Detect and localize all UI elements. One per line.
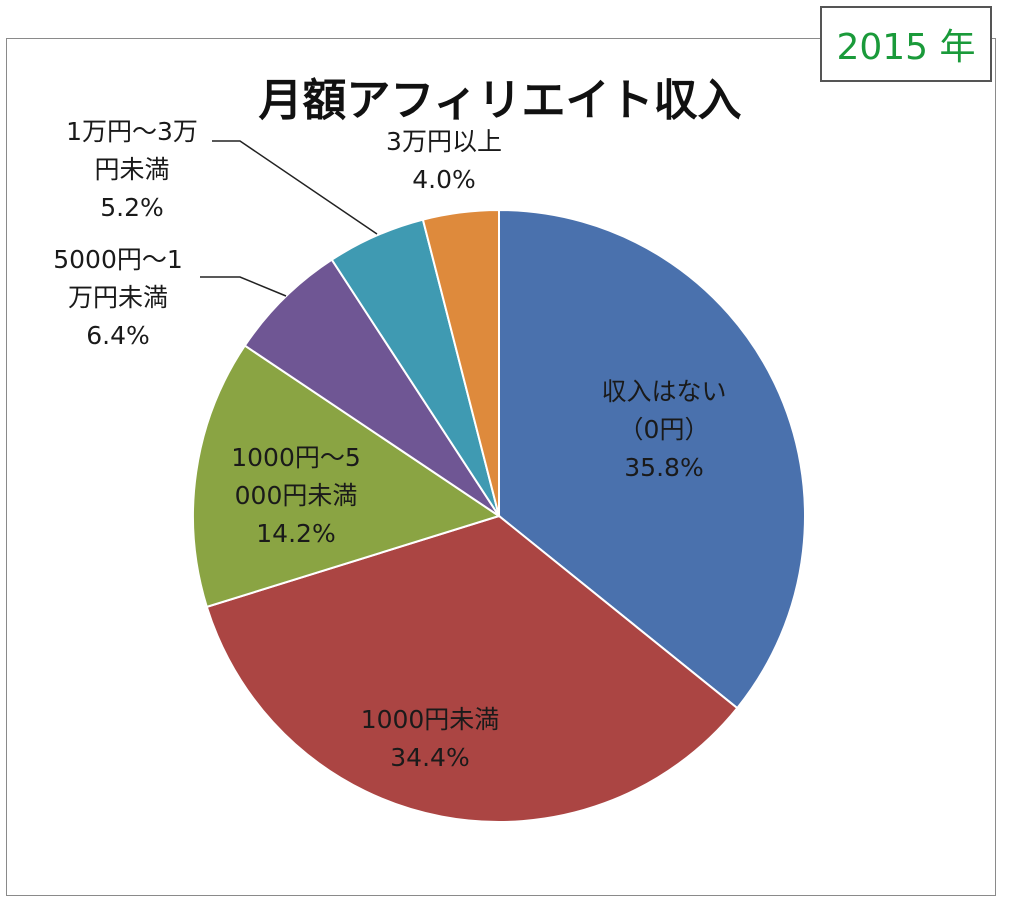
slice-value-label: 34.4%: [390, 743, 469, 772]
pie-slice: [498, 208, 806, 710]
slice-label: 1000円未満 34.4%: [361, 705, 500, 772]
pie-slice: [205, 514, 739, 823]
slice-label: 1万円～3万円未満 5.2%: [66, 117, 198, 222]
slice-name-label: 000円未満: [235, 481, 358, 510]
pie-slice: [243, 258, 500, 517]
slice-name-label: 1万円～3万: [66, 117, 198, 146]
slice-name-label: 3万円以上: [386, 127, 502, 156]
chart-title: 月額アフィリエイト収入: [258, 75, 742, 126]
slice-value-label: 5.2%: [100, 193, 164, 222]
slice-label: 収入はない （0円） 35.8%: [601, 377, 726, 482]
slice-label: 3万円以上 4.0%: [386, 127, 502, 194]
slice-value-label: 6.4%: [86, 321, 150, 350]
leader-line: [212, 140, 378, 235]
slice-label: 1000円～5 000円未満 14.2%: [231, 443, 361, 548]
slice-value-label: 4.0%: [412, 165, 476, 194]
slice-name-label: 円未満: [94, 155, 169, 184]
leader-line: [200, 276, 287, 297]
pie-slice: [192, 344, 502, 609]
slice-name-label: 収入はない: [601, 377, 726, 406]
slice-value-label: 35.8%: [624, 453, 703, 482]
slice-name-label: 5000円～1: [53, 245, 183, 274]
slice-name-label: 万円未満: [68, 283, 168, 312]
pie-slice: [421, 208, 500, 517]
year-badge: 2015 年: [820, 6, 992, 82]
slice-name-label: 1000円～5: [231, 443, 361, 472]
slice-label: 5000円～1 万円未満 6.4%: [53, 245, 183, 350]
slice-value-label: 14.2%: [256, 519, 335, 548]
slice-name-label: 1000円未満: [361, 705, 500, 734]
slice-name-label: （0円）: [619, 415, 710, 444]
